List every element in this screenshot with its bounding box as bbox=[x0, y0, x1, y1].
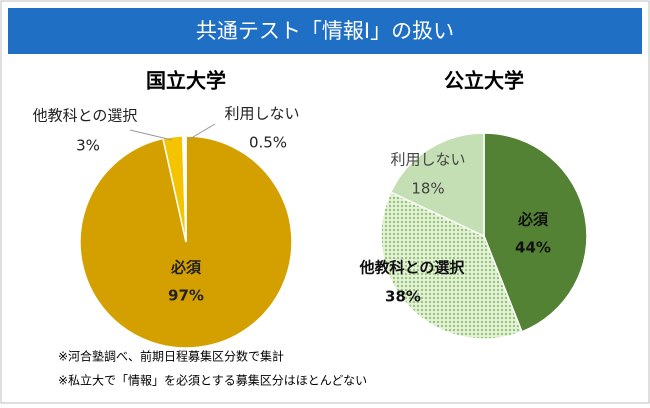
header-bar bbox=[8, 8, 642, 54]
pie-slice bbox=[483, 132, 588, 333]
slice-name: 必須 bbox=[517, 211, 549, 229]
leader-line bbox=[187, 123, 216, 141]
chart-title: 公立大学 bbox=[444, 69, 524, 93]
slice-value: 18% bbox=[411, 180, 444, 198]
pie-slice bbox=[389, 132, 485, 238]
pie-slice bbox=[181, 135, 187, 243]
slice-name: 必須 bbox=[170, 259, 202, 277]
slice-name: 利用しない bbox=[224, 105, 299, 123]
header-title: 共通テスト「情報Ⅰ」の扱い bbox=[196, 19, 454, 43]
slice-value: 97% bbox=[168, 287, 204, 305]
slice-name: 他教科との選択 bbox=[359, 259, 466, 277]
slice-name: 利用しない bbox=[390, 151, 465, 169]
leader-line bbox=[129, 129, 173, 141]
pie-slice bbox=[380, 191, 523, 340]
slice-value: 0.5% bbox=[249, 134, 287, 152]
note: ※河合塾調べ、前期日程募集区分数で集計 bbox=[58, 349, 284, 364]
note: ※私立大で「情報」を必須とする募集区分はほとんどない bbox=[58, 373, 367, 388]
slice-value: 44% bbox=[515, 239, 551, 257]
chart-title: 国立大学 bbox=[146, 69, 226, 93]
slice-value: 38% bbox=[385, 288, 421, 306]
slice-name: 他教科との選択 bbox=[33, 107, 138, 125]
slice-value: 3% bbox=[76, 137, 100, 155]
